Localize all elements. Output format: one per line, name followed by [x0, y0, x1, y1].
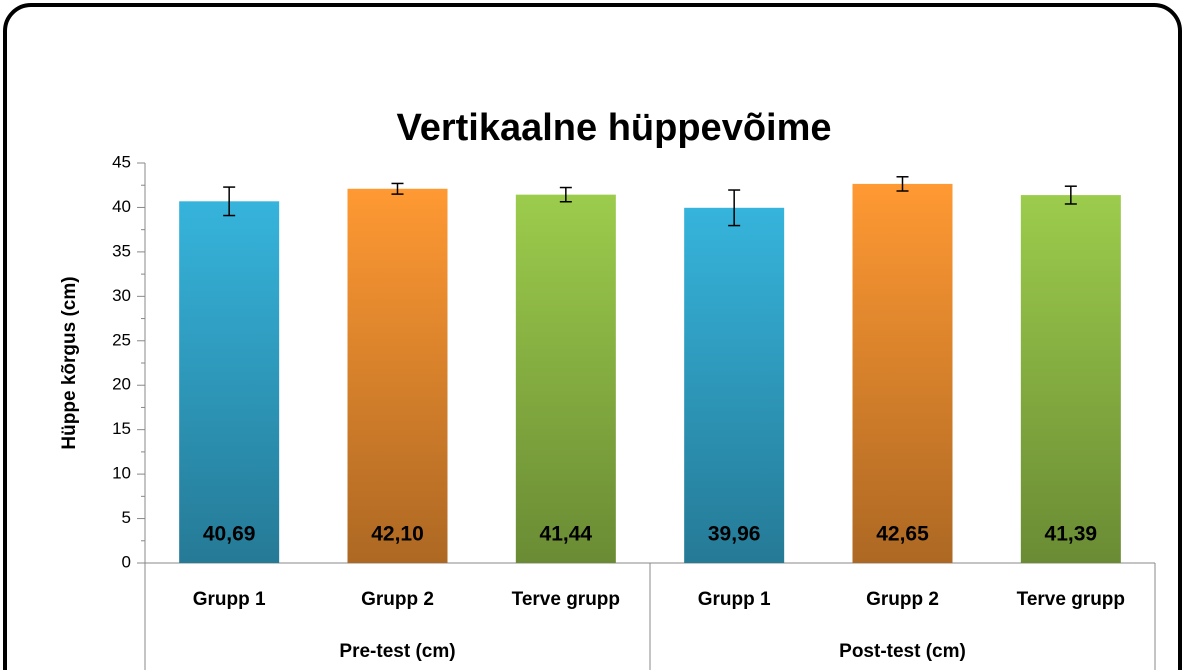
- group-label: Post-test (cm): [839, 641, 966, 662]
- bar: [684, 207, 785, 564]
- x-tick-label: Terve grupp: [1017, 589, 1125, 610]
- group-label: Pre-test (cm): [339, 641, 455, 662]
- y-tick-label: 5: [122, 508, 131, 527]
- x-tick-label: Grupp 1: [698, 589, 771, 610]
- y-tick-label: 45: [112, 152, 131, 171]
- bar: [347, 188, 448, 563]
- value-label: 41,44: [540, 523, 593, 546]
- chart-title: Vertikaalne hüppevõime: [396, 107, 831, 149]
- value-label: 42,65: [876, 523, 929, 546]
- y-tick-label: 10: [112, 464, 131, 483]
- value-label: 42,10: [371, 523, 424, 546]
- error-bar: [1064, 185, 1077, 205]
- x-tick-label: Grupp 2: [866, 589, 939, 610]
- error-bar: [559, 186, 572, 203]
- y-tick-label: 20: [112, 375, 131, 394]
- y-tick-label: 40: [112, 197, 131, 216]
- y-tick-label: 15: [112, 419, 131, 438]
- bar: [1020, 195, 1121, 564]
- bar: [852, 183, 953, 563]
- y-tick-label: 25: [112, 330, 131, 349]
- x-tick-label: Grupp 1: [193, 589, 266, 610]
- x-tick-label: Terve grupp: [512, 589, 620, 610]
- error-bar: [728, 189, 741, 227]
- bar: [515, 194, 616, 563]
- value-label: 41,39: [1045, 523, 1098, 546]
- y-tick-label: 30: [112, 286, 131, 305]
- value-label: 39,96: [708, 523, 761, 546]
- x-tick-label: Grupp 2: [361, 589, 434, 610]
- y-tick-label: 0: [122, 552, 131, 571]
- y-tick-label: 35: [112, 241, 131, 260]
- value-label: 40,69: [203, 523, 256, 546]
- error-bar: [896, 176, 909, 192]
- error-bar: [223, 186, 236, 217]
- bar: [179, 201, 280, 564]
- y-axis-label: Hüppe kõrgus (cm): [59, 276, 80, 449]
- error-bar: [391, 182, 404, 195]
